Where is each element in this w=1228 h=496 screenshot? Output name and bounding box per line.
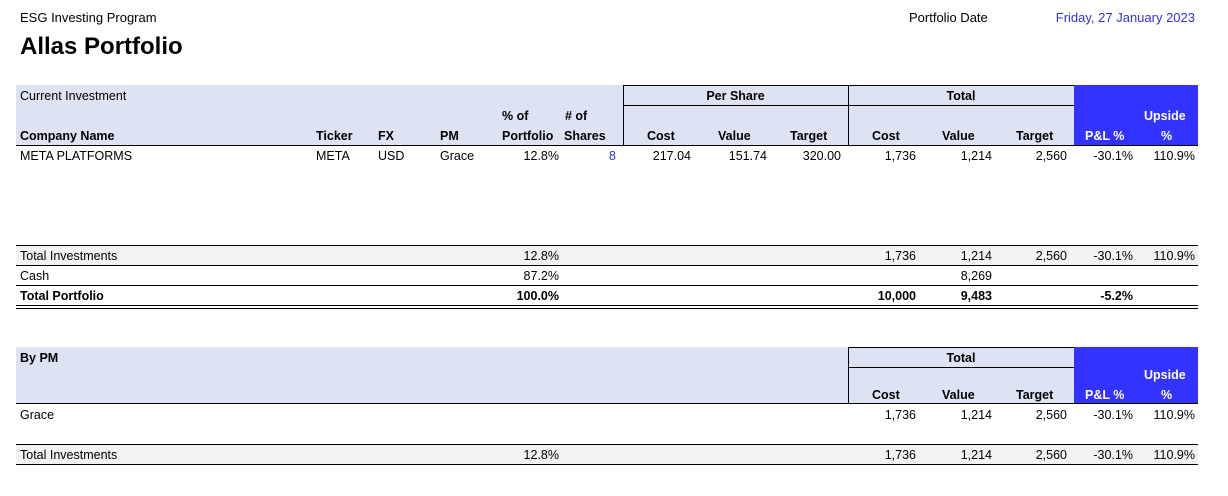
total-investments-cost: 1,736: [884, 249, 916, 263]
total-portfolio-pct: 100.0%: [516, 289, 559, 303]
by-pm-cell-cost: 1,736: [884, 408, 916, 422]
total-investments-value: 1,214: [960, 249, 992, 263]
col-header-ps-value: Value: [718, 129, 751, 143]
by-pm-cell-upside: 110.9%: [1153, 408, 1195, 422]
col-header-total-target: Target: [1016, 129, 1054, 143]
cell-ticker: META: [316, 149, 350, 163]
total-investments-pnl: -30.1%: [1093, 249, 1133, 263]
by-pm-col-upside-bottom: %: [1161, 388, 1173, 402]
col-header-pnl: P&L %: [1085, 129, 1125, 143]
col-header-shares-top: # of: [565, 109, 588, 123]
total-portfolio-label: Total Portfolio: [20, 289, 104, 303]
total-portfolio-pnl: -5.2%: [1100, 289, 1133, 303]
cash-pct: 87.2%: [523, 269, 559, 283]
section-label-current-investment: Current Investment: [20, 89, 127, 103]
portfolio-date-value[interactable]: Friday, 27 January 2023: [1055, 10, 1195, 25]
cell-pm: Grace: [440, 149, 475, 163]
cell-ps-cost: 217.04: [652, 149, 691, 163]
total-investments-label: Total Investments: [20, 249, 118, 263]
by-pm-col-value: Value: [942, 388, 975, 402]
cell-upside: 110.9%: [1153, 149, 1195, 163]
cell-company: META PLATFORMS: [20, 149, 133, 163]
total-investments-pct: 12.8%: [523, 249, 559, 263]
cell-ps-value: 151.74: [728, 149, 767, 163]
col-header-pct-top: % of: [502, 109, 529, 123]
by-pm-total-pnl: -30.1%: [1093, 448, 1133, 462]
by-pm-total-value: 1,214: [960, 448, 992, 462]
by-pm-col-target: Target: [1016, 388, 1054, 402]
by-pm-cell-name: Grace: [20, 408, 55, 422]
portfolio-date-label: Portfolio Date: [909, 10, 988, 25]
group-header-total: Total: [946, 89, 976, 103]
by-pm-header-band: [16, 347, 1074, 404]
cash-label: Cash: [20, 269, 50, 283]
col-header-ps-target: Target: [790, 129, 828, 143]
cell-shares[interactable]: 8: [609, 149, 616, 163]
cell-ps-target: 320.00: [802, 149, 841, 163]
by-pm-cell-value: 1,214: [960, 408, 992, 422]
col-header-pm: PM: [440, 129, 459, 143]
investments-header-band: [16, 85, 1074, 146]
total-portfolio-cost: 10,000: [877, 289, 916, 303]
col-header-pct-bottom: Portfolio: [502, 129, 554, 143]
by-pm-pnl-header-highlight: [1074, 347, 1198, 404]
by-pm-cell-pnl: -30.1%: [1093, 408, 1133, 422]
cell-fx: USD: [378, 149, 405, 163]
col-header-upside-top: Upside: [1144, 109, 1186, 123]
col-header-total-cost: Cost: [872, 129, 900, 143]
col-header-fx: FX: [378, 129, 394, 143]
cell-total-target: 2,560: [1035, 149, 1067, 163]
total-investments-upside: 110.9%: [1153, 249, 1195, 263]
by-pm-total-cost: 1,736: [884, 448, 916, 462]
col-header-shares-bottom: Shares: [564, 129, 606, 143]
col-header-company: Company Name: [20, 129, 115, 143]
page-title: Allas Portfolio: [20, 33, 183, 60]
program-name: ESG Investing Program: [20, 10, 157, 25]
group-header-per-share: Per Share: [706, 89, 765, 103]
by-pm-col-cost: Cost: [872, 388, 900, 402]
by-pm-total-pct: 12.8%: [523, 448, 559, 462]
cash-value: 8,269: [960, 269, 992, 283]
by-pm-col-pnl: P&L %: [1085, 388, 1125, 402]
by-pm-total-upside: 110.9%: [1153, 448, 1195, 462]
section-label-by-pm: By PM: [20, 351, 59, 365]
cell-total-value: 1,214: [960, 149, 992, 163]
by-pm-cell-target: 2,560: [1035, 408, 1067, 422]
cell-pnl: -30.1%: [1093, 149, 1133, 163]
col-header-total-value: Value: [942, 129, 975, 143]
cell-pct: 12.8%: [523, 149, 559, 163]
pnl-header-highlight: [1074, 85, 1198, 146]
total-portfolio-value: 9,483: [960, 289, 992, 303]
by-pm-total-target: 2,560: [1035, 448, 1067, 462]
cell-total-cost: 1,736: [884, 149, 916, 163]
by-pm-total-label: Total Investments: [20, 448, 118, 462]
by-pm-group-header-total: Total: [946, 351, 976, 365]
by-pm-col-upside-top: Upside: [1144, 368, 1186, 382]
col-header-upside-bottom: %: [1161, 129, 1173, 143]
col-header-ticker: Ticker: [316, 129, 353, 143]
total-investments-target: 2,560: [1035, 249, 1067, 263]
col-header-ps-cost: Cost: [647, 129, 675, 143]
